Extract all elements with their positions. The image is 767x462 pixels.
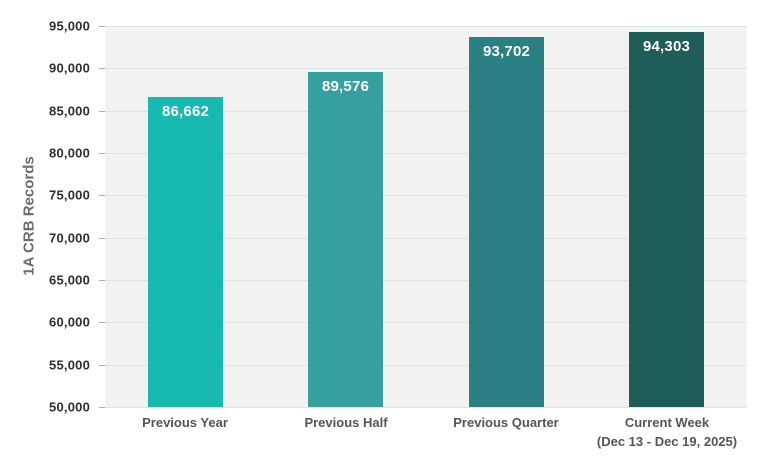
y-tick-label: 55,000 xyxy=(49,357,90,373)
gridline xyxy=(105,153,747,154)
y-tick-label: 60,000 xyxy=(49,314,90,330)
x-axis-label-current-week: Current Week (Dec 13 - Dec 19, 2025) xyxy=(572,413,762,451)
y-tick-label: 65,000 xyxy=(49,272,90,288)
gridline xyxy=(105,407,747,408)
y-tick-mark xyxy=(99,238,105,239)
gridline xyxy=(105,280,747,281)
bar-value-label: 93,702 xyxy=(482,43,531,60)
y-tick-mark xyxy=(99,407,105,408)
y-tick-label: 75,000 xyxy=(49,187,90,203)
gridline xyxy=(105,68,747,69)
x-axis-label-line2: (Dec 13 - Dec 19, 2025) xyxy=(596,434,738,449)
y-tick-label: 50,000 xyxy=(49,399,90,415)
bar-value-label: 89,576 xyxy=(321,78,370,95)
y-tick-mark xyxy=(99,195,105,196)
gridline xyxy=(105,195,747,196)
y-tick-label: 85,000 xyxy=(49,103,90,119)
y-tick-mark xyxy=(99,26,105,27)
y-tick-mark xyxy=(99,280,105,281)
y-tick-mark xyxy=(99,111,105,112)
y-tick-mark xyxy=(99,68,105,69)
bar-previous-quarter: 93,702 xyxy=(469,37,544,407)
bar-previous-half: 89,576 xyxy=(308,72,383,407)
y-tick-mark xyxy=(99,322,105,323)
y-tick-label: 80,000 xyxy=(49,145,90,161)
y-tick-mark xyxy=(99,153,105,154)
x-axis-label-line1: Previous Year xyxy=(142,415,228,430)
y-tick-label: 70,000 xyxy=(49,230,90,246)
y-tick-mark xyxy=(99,365,105,366)
gridline xyxy=(105,111,747,112)
gridline xyxy=(105,26,747,27)
y-tick-label: 90,000 xyxy=(49,60,90,76)
x-axis-label-previous-year: Previous Year xyxy=(90,413,280,432)
x-axis-label-previous-half: Previous Half xyxy=(251,413,441,432)
x-axis-label-line1: Current Week xyxy=(624,415,710,430)
x-axis-label-line1: Previous Half xyxy=(304,415,388,430)
gridline xyxy=(105,365,747,366)
bar-previous-year: 86,662 xyxy=(148,97,223,407)
gridline xyxy=(105,322,747,323)
plot-area: 86,662 89,576 93,702 94,303 xyxy=(105,26,747,408)
x-axis-label-previous-quarter: Previous Quarter xyxy=(411,413,601,432)
bar-current-week: 94,303 xyxy=(629,32,704,407)
bar-value-label: 86,662 xyxy=(161,103,210,120)
y-tick-label: 95,000 xyxy=(49,18,90,34)
bar-value-label: 94,303 xyxy=(642,38,691,55)
y-axis-title: 1A CRB Records xyxy=(20,156,38,276)
x-axis-label-line1: Previous Quarter xyxy=(453,415,559,430)
gridline xyxy=(105,238,747,239)
